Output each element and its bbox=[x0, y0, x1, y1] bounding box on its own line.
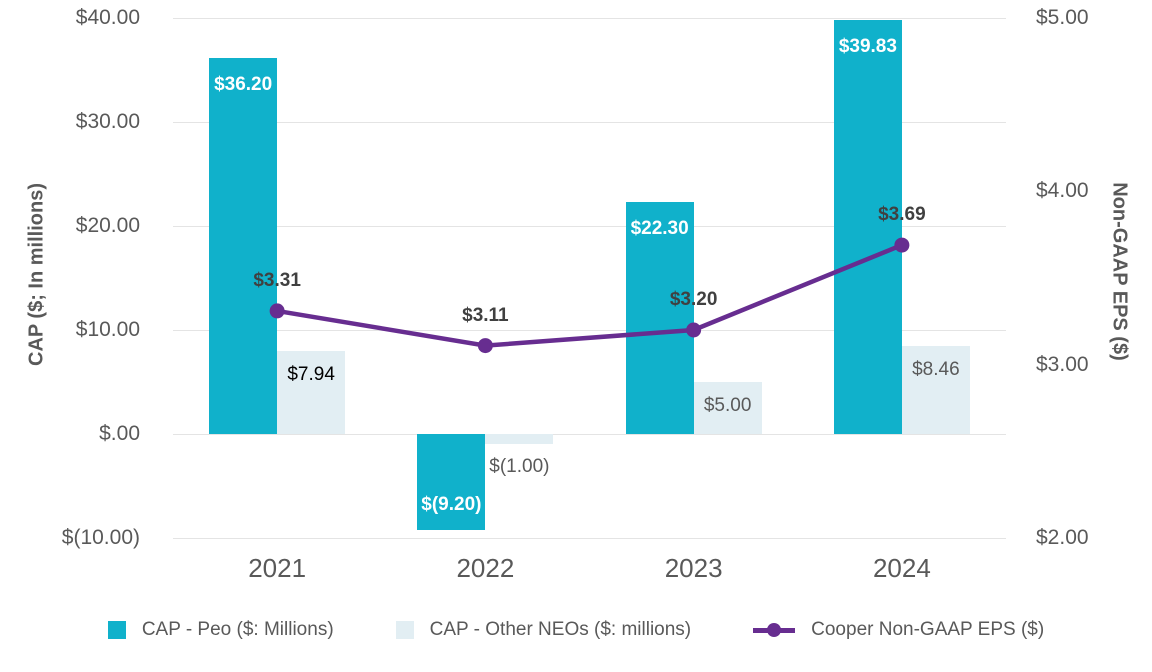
bar-cap-other-neos-2024 bbox=[901, 346, 970, 434]
line-data-label: $3.31 bbox=[253, 269, 301, 291]
legend-line-dot bbox=[767, 623, 782, 637]
right-axis-tick-label: $4.00 bbox=[1036, 179, 1089, 203]
bar-cap-peo-2022 bbox=[417, 434, 486, 530]
legend-line-marker-icon bbox=[753, 621, 796, 639]
x-axis-label: 2021 bbox=[248, 553, 307, 583]
eps-line bbox=[276, 242, 903, 348]
legend-swatch-icon bbox=[395, 621, 414, 639]
bar-data-label: $7.94 bbox=[287, 364, 335, 386]
legend-item-eps-line: Cooper Non-GAAP EPS ($) bbox=[753, 619, 1044, 641]
x-axis-label: 2023 bbox=[664, 553, 723, 583]
gridline bbox=[173, 121, 1006, 123]
left-axis-tick-label: $40.00 bbox=[75, 6, 140, 29]
line-data-label: $3.20 bbox=[669, 289, 718, 310]
left-axis-tick-label: $(10.00) bbox=[61, 526, 140, 549]
bar-cap-other-neos-2023 bbox=[693, 382, 762, 434]
right-axis-tick-label: $2.00 bbox=[1036, 526, 1089, 549]
bar-data-label: $39.83 bbox=[838, 35, 897, 57]
bar-data-label: $8.46 bbox=[912, 359, 960, 381]
legend-label: CAP - Other NEOs ($: millions) bbox=[429, 619, 692, 640]
legend-item-cap-peo: CAP - Peo ($: Millions) bbox=[107, 619, 334, 641]
bar-cap-other-neos-2022 bbox=[485, 434, 554, 445]
legend-item-cap-other-neos: CAP - Other NEOs ($: millions) bbox=[395, 619, 692, 641]
gridline bbox=[173, 225, 1006, 227]
legend-label: Cooper Non-GAAP EPS ($) bbox=[811, 619, 1045, 640]
bar-data-label: $(1.00) bbox=[489, 456, 550, 478]
right-axis-title: Non-GAAP EPS ($) bbox=[1108, 182, 1131, 361]
bar-data-label: $5.00 bbox=[703, 395, 752, 416]
left-axis-tick-label: $20.00 bbox=[75, 214, 140, 237]
left-axis-tick-label: $.00 bbox=[99, 422, 140, 445]
bar-data-label: $22.30 bbox=[630, 218, 689, 240]
left-axis-tick-label: $10.00 bbox=[75, 318, 140, 341]
legend: CAP - Peo ($: Millions) CAP - Other NEOs … bbox=[0, 608, 1152, 652]
gridline bbox=[173, 17, 1006, 19]
bar-cap-peo-2024 bbox=[833, 19, 902, 434]
bar-cap-peo-2021 bbox=[209, 57, 278, 434]
x-axis-label: 2024 bbox=[872, 553, 931, 583]
gridline bbox=[173, 433, 1006, 435]
line-data-label: $3.69 bbox=[878, 204, 926, 226]
bar-cap-other-neos-2021 bbox=[277, 351, 346, 434]
gridline bbox=[173, 537, 1006, 539]
legend-swatch-icon bbox=[107, 621, 126, 639]
eps-line-point bbox=[477, 338, 493, 354]
legend-label: CAP - Peo ($: Millions) bbox=[141, 619, 334, 640]
left-axis-tick-label: $30.00 bbox=[75, 110, 140, 133]
right-axis-tick-label: $5.00 bbox=[1036, 6, 1089, 29]
right-axis-tick-label: $3.00 bbox=[1036, 352, 1089, 376]
line-data-label: $3.11 bbox=[462, 304, 509, 326]
bar-data-label: $36.20 bbox=[214, 73, 273, 95]
bar-data-label: $(9.20) bbox=[421, 493, 482, 515]
x-axis-label: 2022 bbox=[456, 553, 515, 583]
